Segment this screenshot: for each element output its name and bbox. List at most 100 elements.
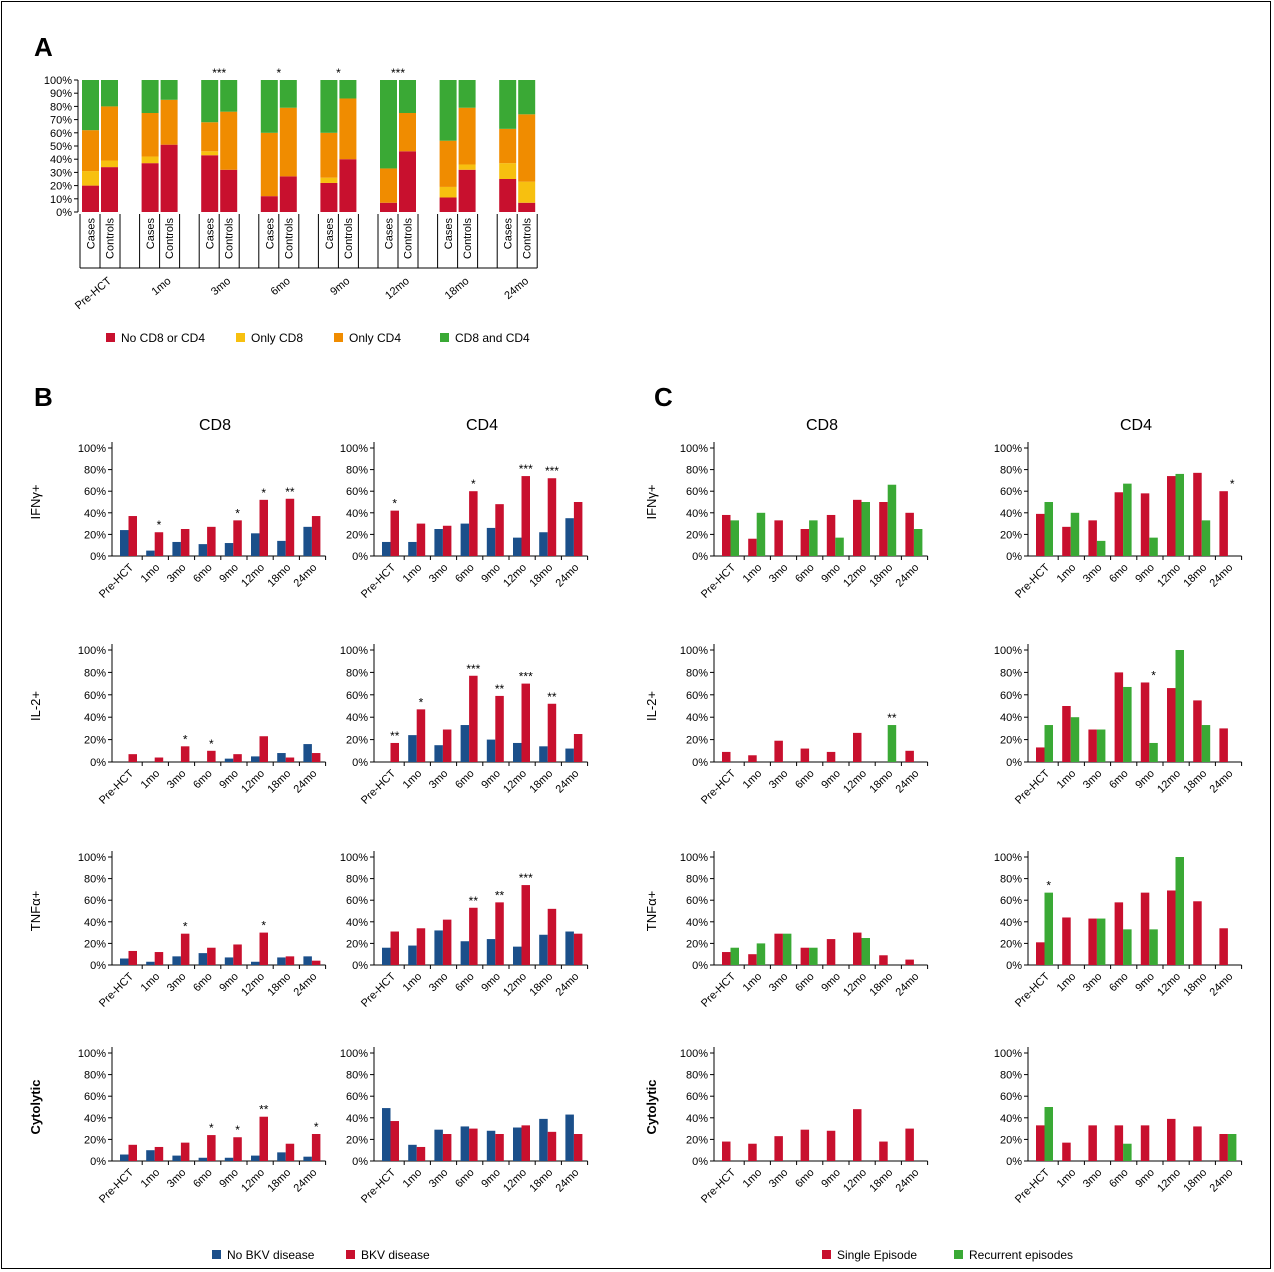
y-tick-label: 80%: [84, 667, 106, 679]
y-tick-label: 100%: [340, 443, 368, 455]
row-label: IFNγ+: [28, 484, 43, 519]
y-tick-label: 0%: [90, 551, 106, 563]
y-tick-label: 40%: [1000, 712, 1022, 724]
bar: [128, 1144, 137, 1161]
bar: [1114, 492, 1124, 556]
bar: [1175, 473, 1184, 556]
bar: [277, 1152, 286, 1161]
bar: [547, 478, 557, 556]
significance-marker: *: [1230, 477, 1235, 491]
bar: [390, 742, 399, 762]
significance-marker: *: [1046, 879, 1051, 893]
bar: [259, 932, 268, 965]
group-label: Pre-HCT: [73, 275, 114, 312]
bar: [521, 1125, 530, 1161]
bar: [154, 952, 164, 965]
bar: [748, 755, 757, 762]
bar: [547, 1131, 557, 1161]
bar: [224, 543, 234, 556]
group-label: 6mo: [269, 275, 293, 298]
stacked-bar-segment: [201, 122, 219, 152]
bar: [259, 499, 268, 556]
bar: [495, 695, 504, 762]
stacked-bar-segment: [399, 151, 416, 212]
stacked-bar-segment: [380, 80, 397, 169]
bar: [408, 541, 417, 556]
bar: [233, 754, 242, 762]
bar: [1140, 1125, 1150, 1161]
x-tick-label: 18mo: [265, 768, 293, 796]
panel-a-y-tick-label: 60%: [50, 128, 72, 140]
bar: [565, 931, 574, 965]
bar: [722, 751, 731, 762]
bar: [722, 1141, 731, 1161]
x-tick-label: 18mo: [1181, 768, 1209, 796]
stacked-bar-segment: [439, 80, 457, 141]
panel-a-y-tick-label: 100%: [44, 75, 72, 87]
bar: [835, 537, 844, 556]
bar: [120, 530, 129, 556]
stacked-bar-segment: [399, 113, 416, 152]
significance-marker: ***: [519, 670, 533, 684]
y-tick-label: 60%: [1000, 1091, 1022, 1103]
y-tick-label: 60%: [346, 690, 368, 702]
y-tick-label: 60%: [686, 1091, 708, 1103]
y-tick-label: 100%: [78, 443, 106, 455]
chart-b-cyto-cd8: 0% 20% 40% 60% 80% 100% Pre-HCT 1mo 3mo * 6mo * 9mo *…: [78, 1047, 327, 1206]
bar: [1070, 717, 1080, 762]
y-tick-label: 40%: [84, 712, 106, 724]
y-tick-label: 60%: [1000, 690, 1022, 702]
bar: [120, 1154, 129, 1161]
stacked-bar-segment: [499, 80, 517, 129]
y-tick-label: 0%: [352, 1156, 368, 1168]
x-tick-label: 18mo: [867, 1167, 895, 1195]
legend-label: Single Episode: [837, 1248, 917, 1262]
bar: [128, 950, 137, 965]
stacked-bar-segment: [320, 182, 338, 212]
x-tick-label: 1mo: [139, 971, 163, 995]
y-tick-label: 20%: [84, 938, 106, 950]
bar: [887, 484, 897, 556]
y-tick-label: 20%: [84, 735, 106, 747]
y-tick-label: 40%: [686, 712, 708, 724]
bar: [1036, 513, 1045, 556]
bar: [251, 961, 260, 965]
x-tick-label: 6mo: [1107, 768, 1131, 792]
y-tick-label: 0%: [692, 551, 708, 563]
bar: [1167, 1118, 1176, 1161]
bar: [1088, 729, 1097, 762]
bar: [277, 540, 286, 556]
significance-marker: **: [887, 711, 897, 725]
y-tick-label: 80%: [1000, 1070, 1022, 1082]
bar: [1036, 1125, 1045, 1161]
x-tick-label: 24mo: [292, 768, 320, 796]
stacked-bar-segment: [380, 202, 397, 212]
panel-c-col-header-cd4: CD4: [1120, 417, 1152, 434]
row-label: Cytolytic: [644, 1080, 659, 1135]
x-tick-label: 3mo: [1081, 1167, 1105, 1191]
y-tick-label: 80%: [84, 1070, 106, 1082]
x-tick-label: 6mo: [453, 971, 477, 995]
y-tick-label: 20%: [84, 1134, 106, 1146]
bar: [233, 520, 242, 556]
bar: [1193, 1126, 1202, 1161]
bar: [154, 532, 164, 556]
x-tick-label: 3mo: [427, 768, 451, 792]
bar: [853, 499, 862, 556]
bar: [905, 512, 914, 556]
x-tick-label: Pre-HCT: [359, 1166, 398, 1205]
significance-marker: ***: [519, 871, 533, 885]
stacked-bar-segment: [439, 140, 457, 187]
bar: [382, 947, 391, 965]
significance-marker: *: [209, 737, 214, 751]
x-tick-label: 12mo: [239, 1167, 267, 1195]
bar: [513, 537, 522, 556]
y-tick-label: 100%: [680, 645, 708, 657]
x-tick-label: 18mo: [1181, 1167, 1209, 1195]
bar: [1062, 917, 1071, 965]
legend-swatch: [334, 333, 343, 342]
chart-b-ifng-cd4: 0% 20% 40% 60% 80% 100% * Pre-HCT 1mo 3mo * 6mo 9mo *…: [340, 442, 589, 601]
x-tick-label: 9mo: [1133, 562, 1157, 586]
bar: [1062, 526, 1071, 556]
y-tick-label: 80%: [686, 874, 708, 886]
